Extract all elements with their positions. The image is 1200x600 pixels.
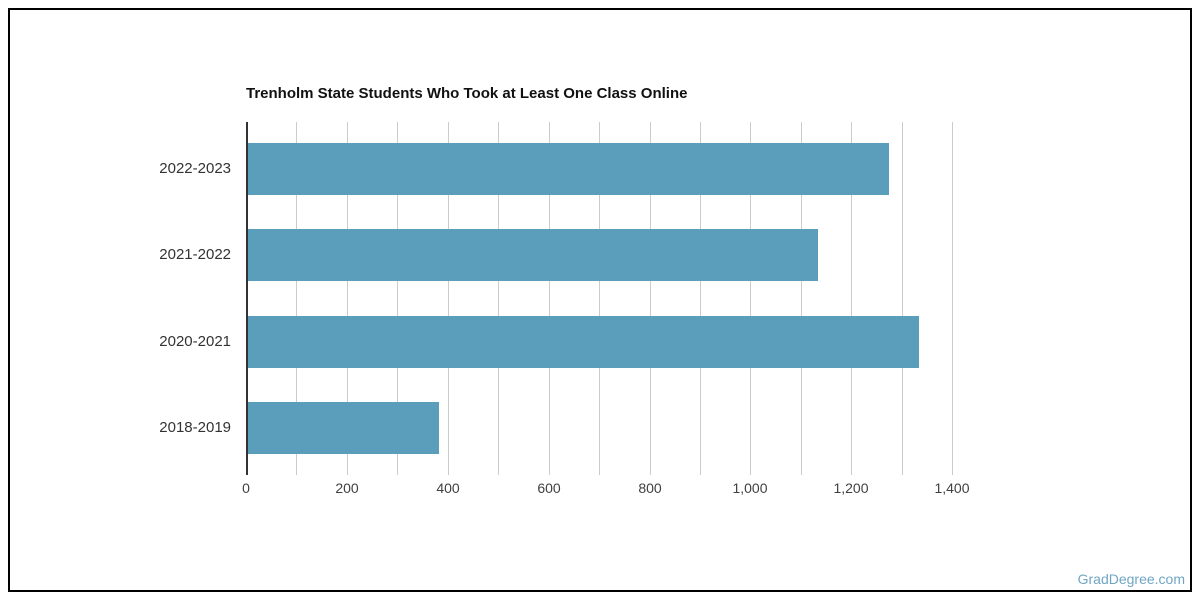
- plot-area: [246, 122, 990, 475]
- x-tick-label: 800: [638, 480, 662, 496]
- x-gridline: [448, 122, 449, 475]
- x-gridline: [851, 122, 852, 475]
- bar-2021-2022[interactable]: [248, 229, 818, 281]
- x-gridline: [599, 122, 600, 475]
- x-gridline: [750, 122, 751, 475]
- category-label: 2021-2022: [159, 246, 231, 263]
- x-gridline: [549, 122, 550, 475]
- x-gridline: [498, 122, 499, 475]
- x-tick-label: 0: [242, 480, 250, 496]
- x-gridline: [397, 122, 398, 475]
- x-gridline: [296, 122, 297, 475]
- x-gridline: [952, 122, 953, 475]
- x-gridline: [347, 122, 348, 475]
- x-gridline: [902, 122, 903, 475]
- x-tick-label: 200: [335, 480, 359, 496]
- category-label: 2022-2023: [159, 160, 231, 177]
- x-tick-label: 1,400: [934, 480, 970, 496]
- x-tick-label: 1,000: [732, 480, 768, 496]
- x-tick-label: 1,200: [833, 480, 869, 496]
- x-tick-label: 400: [436, 480, 460, 496]
- x-gridline: [650, 122, 651, 475]
- category-label: 2018-2019: [159, 419, 231, 436]
- bar-2020-2021[interactable]: [248, 316, 919, 368]
- y-axis-baseline: [246, 122, 248, 475]
- x-gridline: [801, 122, 802, 475]
- watermark-link[interactable]: GradDegree.com: [1077, 571, 1185, 587]
- bar-2022-2023[interactable]: [248, 143, 889, 195]
- chart-title: Trenholm State Students Who Took at Leas…: [246, 85, 688, 102]
- category-label: 2020-2021: [159, 333, 231, 350]
- x-gridline: [700, 122, 701, 475]
- x-tick-label: 600: [537, 480, 561, 496]
- bar-2018-2019[interactable]: [248, 402, 439, 454]
